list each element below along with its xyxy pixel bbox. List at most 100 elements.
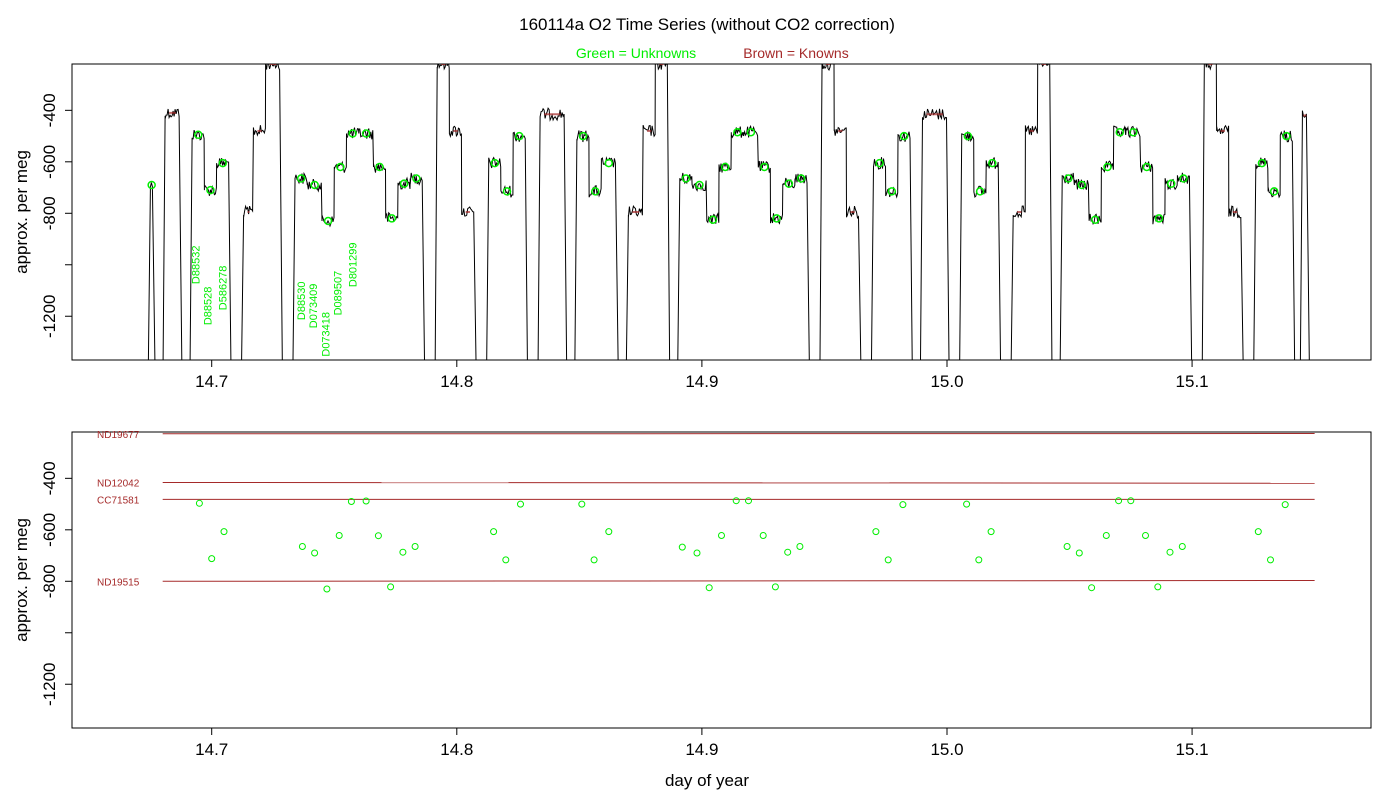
unknown-point [220,528,228,536]
top-y-tick-label: -800 [40,196,59,230]
unknown-point [1127,497,1135,505]
unknown-point [745,497,752,505]
unknown-segment-mark [1115,127,1125,137]
sample-label: D586278 [217,266,229,311]
unknown-point [1254,528,1262,536]
sample-label: D089507 [333,271,345,316]
unknown-point [195,499,203,507]
unknown-segment-mark [772,214,781,223]
unknown-segment-mark [375,162,384,172]
unknown-segment-mark [412,174,421,183]
bottom-x-tick-label: 14.7 [195,740,228,759]
unknown-point [298,543,306,550]
unknown-point [335,532,343,539]
unknown-point [323,585,331,593]
top-x-tick-label: 15.1 [1176,372,1209,391]
sample-label: D88530 [296,282,308,321]
unknown-point [502,556,510,564]
unknown-point [1102,532,1110,539]
unknown-point [590,556,598,564]
unknown-segment-mark [206,185,215,195]
unknown-point [987,528,995,536]
unknown-segment-mark [796,174,806,183]
legend-knowns: Brown = Knowns [743,45,848,61]
unknown-segment-mark [975,187,985,196]
unknown-point [784,548,792,556]
unknown-point [362,497,370,505]
unknown-point [578,500,586,508]
unknown-point [1115,497,1123,505]
unknown-point [490,528,498,536]
unknown-segment-mark [591,187,600,196]
sample-label: D073409 [308,284,320,329]
unknown-segment-mark [218,158,227,168]
bottom-x-axis: 14.7 14.8 14.9 15.0 15.1 [195,727,1209,759]
unknown-point [399,548,407,556]
unknown-segment-mark [1257,158,1267,168]
unknown-segment-mark [1282,131,1291,141]
known-line-nd19515 [162,580,1315,582]
unknown-segment-mark [784,179,794,188]
sample-label: D073418 [320,312,332,357]
known-line-nd12042 [162,481,1315,484]
unknown-segment-mark [963,131,973,141]
known-reference-lines [162,433,1315,582]
unknown-point [1063,543,1071,550]
unknown-segment-mark [1154,214,1164,223]
known-line-label: ND19677 [97,430,140,441]
unknown-point [517,500,524,508]
unknown-point [899,501,907,509]
unknown-segment-mark [296,174,306,183]
unknown-segment-mark [988,158,997,168]
bottom-x-tick-label: 14.8 [440,740,473,759]
bottom-x-tick-label: 14.9 [685,740,718,759]
sample-label: D88532 [190,246,202,285]
top-x-tick-label: 14.9 [685,372,718,391]
top-y-axis-label: approx. per meg [12,150,31,274]
unknown-point [411,543,419,550]
known-line-label: ND19515 [97,577,140,588]
unknown-point [693,549,701,557]
unknown-segment-mark [361,129,371,138]
known-line-label: ND12042 [97,478,140,489]
unknown-segment-mark [760,162,769,172]
unknown-point [605,528,613,536]
unknown-point [732,497,740,505]
unknown-point [1281,501,1289,509]
top-x-tick-label: 14.8 [440,372,473,391]
top-plot-frame [71,63,1372,361]
unknown-segment-mark [193,130,203,140]
known-line-labels: ND19677 ND12042 CC71581 ND19515 [97,430,140,589]
unknown-point [1154,583,1162,591]
unknown-point [1088,584,1096,592]
unknown-point [1267,556,1274,564]
bottom-y-tick-label: -1200 [40,663,59,706]
unknown-segment-mark [1166,179,1176,188]
bottom-plot-frame [71,431,1372,729]
sample-label: D88528 [203,287,215,326]
legend-unknowns: Green = Unknowns [576,45,696,61]
unknown-point [678,543,686,551]
unknown-point [771,583,779,591]
unknown-point [1178,543,1186,550]
unknown-segment-mark [1091,215,1100,224]
bottom-y-tick-label: -400 [40,461,59,495]
unknown-segment-mark [336,162,345,172]
unknown-segment-mark [578,131,588,141]
unknown-point [872,528,880,536]
known-line-label: CC71581 [97,495,140,506]
bottom-panel: ND19677 ND12042 CC71581 ND19515 14.7 14.8 14.… [12,430,1372,790]
unknown-segment-mark [899,131,909,141]
top-x-tick-label: 15.0 [930,372,963,391]
unknown-point [347,498,355,505]
unknown-segment-mark [733,127,742,137]
unknown-segment-mark [1179,174,1188,183]
unknown-segment-mark [387,214,397,223]
unknown-segment-mark [887,187,897,196]
top-trace-group [147,64,1310,360]
unknown-segment-mark [720,162,730,172]
unknown-segment-mark [1064,174,1073,183]
unknown-point [718,532,725,539]
